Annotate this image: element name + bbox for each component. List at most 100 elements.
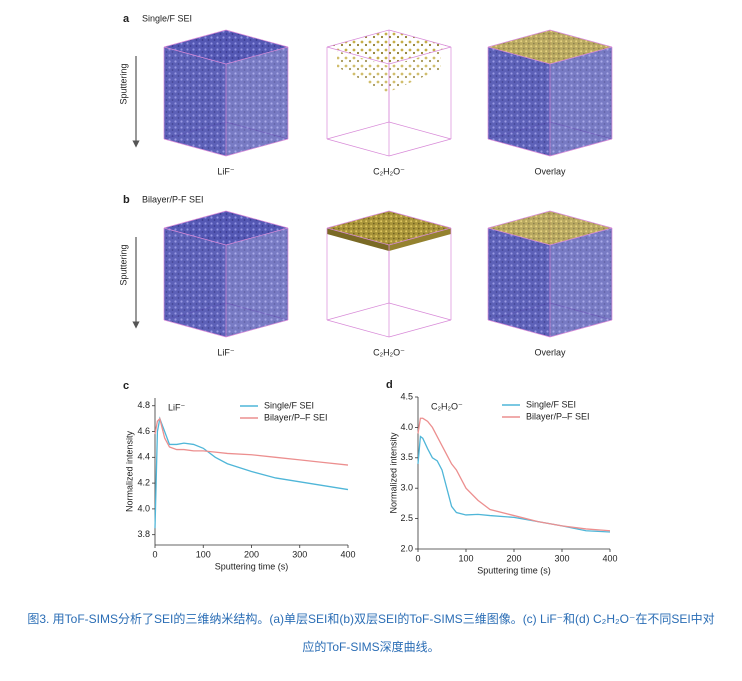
cube-face [327, 211, 451, 245]
cube-edge [163, 46, 227, 65]
cube-edge [225, 29, 289, 48]
cube-face [550, 228, 612, 337]
y-tick-label: 2.5 [400, 513, 413, 523]
cube-edge [388, 138, 452, 157]
cube-edge [326, 227, 390, 246]
legend-label: Single/F SEI [264, 400, 314, 410]
cube-label: LiF⁻ [217, 166, 235, 176]
cube-face [337, 51, 389, 94]
y-tick-label: 3.0 [400, 483, 413, 493]
cube-edge [326, 138, 390, 157]
cube-label: C₂H₂O⁻ [373, 347, 405, 357]
x-tick-label: 200 [244, 549, 259, 559]
legend-label: Single/F SEI [526, 399, 576, 409]
panel-letter: c [123, 380, 129, 392]
cube-edge [225, 227, 289, 246]
cube-edge [326, 46, 390, 65]
cube-edge [326, 121, 390, 140]
cube-face [164, 228, 226, 337]
caption-line: 图3. 用ToF-SIMS分析了SEI的三维纳米结构。(a)单层SEI和(b)双… [27, 611, 714, 626]
y-axis-label: Normalized intensity [124, 430, 134, 512]
y-tick-label: 4.8 [137, 400, 150, 410]
axis-label: Sputtering [118, 63, 128, 104]
cube-edge [388, 302, 452, 321]
x-tick-label: 300 [554, 553, 569, 563]
cube-render [487, 210, 613, 338]
cube-edge [388, 121, 452, 140]
cube-edge [487, 29, 551, 48]
x-axis-label: Sputtering time (s) [477, 565, 551, 575]
cube-edge [388, 227, 452, 246]
cube-edge [326, 319, 390, 338]
y-tick-label: 4.2 [137, 477, 150, 487]
panel-title: Bilayer/P-F SEI [142, 194, 204, 204]
cube-face [488, 228, 550, 337]
cube-edge [549, 29, 613, 48]
cube-edge [388, 46, 452, 65]
y-axis-label: Normalized intensity [388, 432, 398, 514]
annotation: C₂H₂O⁻ [431, 401, 463, 411]
caption-line: 应的ToF-SIMS深度曲线。 [302, 639, 439, 654]
data-line [417, 435, 611, 533]
cube-render [487, 29, 613, 157]
cube-edge [388, 319, 452, 338]
x-tick-label: 400 [602, 553, 617, 563]
cube-face [550, 47, 612, 156]
x-tick-label: 100 [458, 553, 473, 563]
y-tick-label: 3.5 [400, 452, 413, 462]
cube-face [488, 47, 550, 156]
cube-edge [487, 138, 551, 157]
cube-face [226, 228, 288, 337]
cube-edge [326, 210, 390, 229]
cube-edge [487, 319, 551, 338]
y-tick-label: 3.8 [137, 529, 150, 539]
data-line [154, 417, 349, 466]
y-tick-label: 4.5 [400, 391, 413, 401]
cube-label: C₂H₂O⁻ [373, 166, 405, 176]
cube-face [226, 47, 288, 156]
cube-edge [549, 319, 613, 338]
annotation: LiF⁻ [168, 402, 186, 412]
cube-render [326, 210, 452, 338]
cube-face [389, 51, 441, 92]
y-tick-label: 2.0 [400, 543, 413, 553]
y-tick-label: 4.6 [137, 426, 150, 436]
x-tick-label: 100 [196, 549, 211, 559]
cube-edge [225, 46, 289, 65]
y-tick-label: 4.4 [137, 452, 150, 462]
cube-edge [549, 210, 613, 229]
x-tick-label: 300 [292, 549, 307, 559]
cube-edge [163, 227, 227, 246]
x-tick-label: 400 [340, 549, 355, 559]
cube-render [326, 29, 452, 157]
legend-label: Bilayer/P–F SEI [264, 412, 328, 422]
cube-edge [163, 319, 227, 338]
x-tick-label: 0 [415, 553, 420, 563]
cube-edge [549, 227, 613, 246]
cube-label: Overlay [534, 347, 566, 357]
cube-face [164, 47, 226, 156]
cube-edge [487, 210, 551, 229]
axis-label: Sputtering [118, 244, 128, 285]
legend-label: Bilayer/P–F SEI [526, 411, 590, 421]
cube-edge [326, 29, 390, 48]
cube-render [163, 29, 289, 157]
cube-edge [388, 29, 452, 48]
cube-edge [163, 138, 227, 157]
panel-letter: d [386, 379, 393, 391]
panel-letter: b [123, 194, 130, 206]
cube-edge [388, 210, 452, 229]
y-tick-label: 4.0 [137, 503, 150, 513]
data-line [417, 417, 611, 532]
cube-edge [487, 46, 551, 65]
cube-face [389, 228, 451, 251]
cube-edge [225, 210, 289, 229]
x-tick-label: 200 [506, 553, 521, 563]
panel-title: Single/F SEI [142, 13, 192, 23]
cube-render [163, 210, 289, 338]
panel-letter: a [123, 13, 130, 25]
cube-edge [487, 227, 551, 246]
cube-label: Overlay [534, 166, 566, 176]
cube-label: LiF⁻ [217, 347, 235, 357]
